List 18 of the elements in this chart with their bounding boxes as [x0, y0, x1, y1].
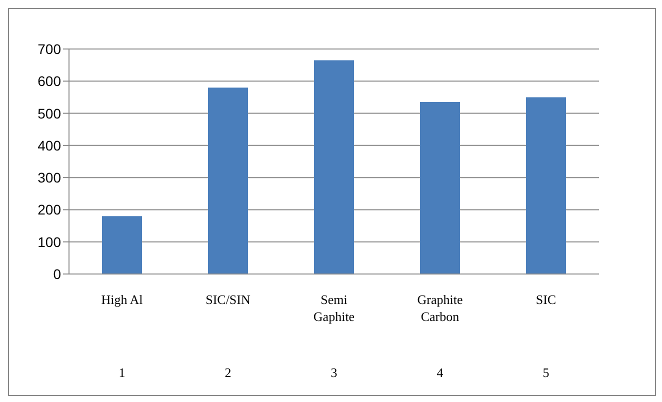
bar: [314, 60, 354, 274]
category-label: SIC 5: [536, 292, 556, 380]
y-tick-label: 700: [38, 40, 62, 57]
y-tick-label: 100: [38, 234, 62, 250]
y-tick-label: 400: [38, 137, 62, 154]
category-label: Graphite Carbon 4: [417, 292, 463, 380]
category-label: High Al 1: [101, 292, 143, 380]
bar: [208, 88, 248, 274]
y-tick-label: 300: [38, 170, 62, 186]
bar: [102, 216, 142, 274]
category-label: SIC/SIN 2: [206, 292, 250, 380]
bar: [526, 97, 566, 274]
y-tick-label: 500: [38, 105, 62, 122]
y-tick-label: 0: [53, 266, 62, 282]
y-tick-label: 200: [38, 202, 62, 218]
bar: [420, 102, 460, 274]
y-tick-label: 600: [38, 73, 62, 90]
category-label: Semi Gaphite 3: [313, 292, 355, 380]
